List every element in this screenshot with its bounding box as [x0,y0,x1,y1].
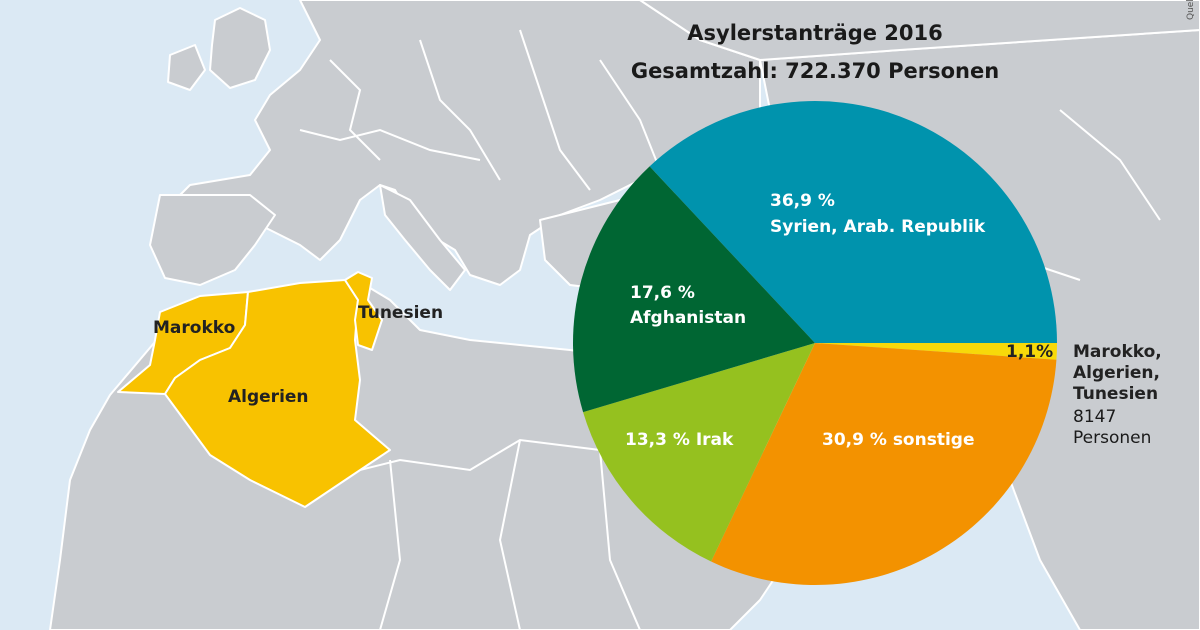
iberia-land [149,194,276,286]
slice-label-afghanistan-name: Afghanistan [630,308,746,328]
map-label-algerien: Algerien [228,387,309,407]
map-label-tunesien: Tunesien [358,303,443,323]
tunesien-shape [344,271,383,351]
slice-label-maghreb-pct: 1,1% [1006,342,1053,362]
slice-label-syrien-pct: 36,9 % [770,191,835,211]
italy-land [379,184,466,291]
slice-label-sonstige: 30,9 % sonstige [822,430,975,450]
slice-label-irak: 13,3 % Irak [625,430,734,450]
slice-label-syrien-name: Syrien, Arab. Republik [770,217,986,237]
source-note: Quel [1186,0,1196,20]
callout-line-3: Tunesien [1073,384,1158,404]
map-label-marokko: Marokko [153,318,235,338]
callout-line-2: Algerien, [1073,363,1160,383]
chart-title: Asylerstanträge 2016 [687,21,943,45]
slice-label-afghanistan-pct: 17,6 % [630,283,695,303]
pie-slice-irak [583,343,815,562]
pie-slice-sonstige [711,343,1057,585]
pie-slice-marokko-algerien-tunesien [815,343,1057,360]
chart-subtitle: Gesamtzahl: 722.370 Personen [631,59,999,83]
callout-unit: Personen [1073,428,1151,448]
pie-chart [572,101,1057,585]
uk-land [209,7,271,89]
callout-line-1: Marokko, [1073,342,1162,362]
pie-slice-afghanistan [572,166,815,413]
ireland-land [167,44,206,91]
north-land [639,0,1200,61]
callout-count: 8147 [1073,407,1116,427]
pie-slice-syrien-arab-republik [649,101,1057,343]
maghreb-group [117,271,391,508]
